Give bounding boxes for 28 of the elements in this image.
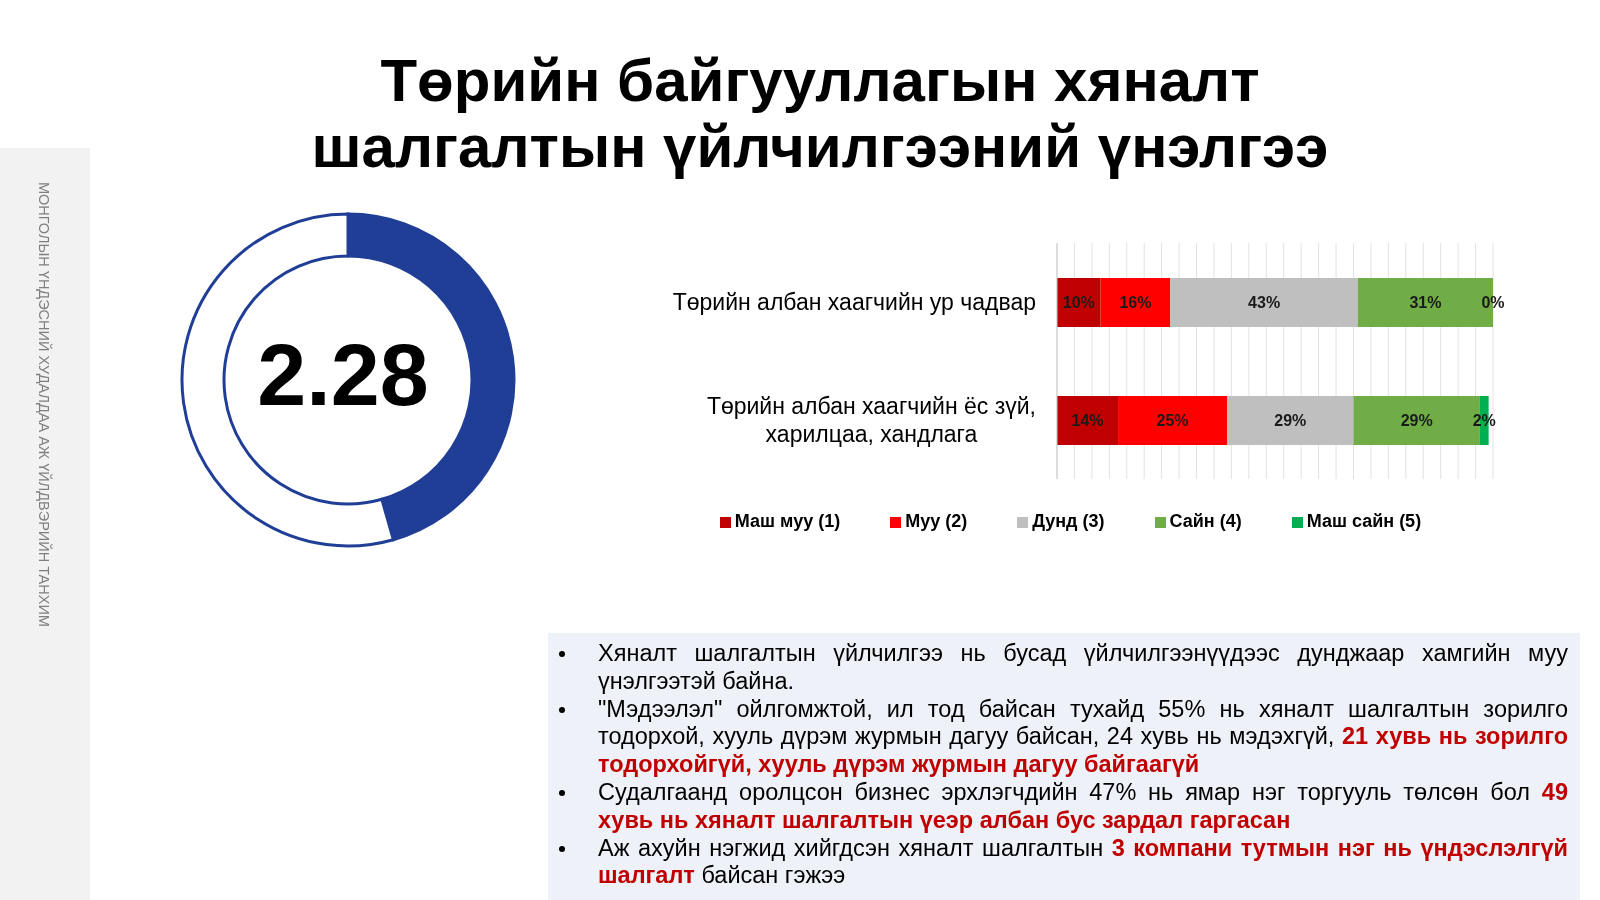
bar xyxy=(1170,278,1358,327)
data-label: 29% xyxy=(1274,412,1307,429)
data-label: 14% xyxy=(1071,412,1104,429)
y-tick-label: Төрийн албан хаагчийн ёс зүй, харилцаа, хандлага xyxy=(706,393,1036,447)
bar xyxy=(1118,396,1228,445)
bar xyxy=(1100,278,1171,327)
text: МОНГОЛЫН ҮНДЭСНИЙ ХУДАЛДАА АЖ ҮЙЛДВЭРИЙН ТАНХИМ xyxy=(36,182,52,627)
legend-label: Маш сайн (5) xyxy=(1306,511,1422,531)
bar xyxy=(1057,396,1119,445)
text: байсан гэжээ xyxy=(701,862,846,889)
data-label: 2% xyxy=(1472,412,1496,429)
legend-label: Муу (2) xyxy=(905,511,968,531)
data-label: 43% xyxy=(1248,294,1281,311)
data-label: 29% xyxy=(1400,412,1433,429)
text: Аж ахуйн нэгжид хийгдсэн хяналт шалгалтын xyxy=(598,834,1104,861)
bar xyxy=(1227,396,1354,445)
text: Хяналт шалгалтын үйлчилгээ нь бусад үйлчилгээнүүдээс дунджаар хамгийн муу үнэлгээтэй байна. xyxy=(598,640,1568,694)
legend-label: Сайн (4) xyxy=(1169,511,1242,531)
text: Төрийн байгууллагын хяналт шалгалтын үйлчилгээний үнэлгээ xyxy=(311,47,1329,180)
data-label: 16% xyxy=(1119,294,1152,311)
text: Судалгаанд оролцсон бизнес эрхлэгчдийн 47% нь ямар нэг торгууль төлсөн бол xyxy=(598,778,1531,805)
legend-label: Маш муу (1) xyxy=(734,511,841,531)
data-label: 10% xyxy=(1062,294,1095,311)
text: 2.28 xyxy=(257,325,429,424)
y-tick-label: Төрийн албан хаагчийн ур чадвар xyxy=(672,289,1036,315)
data-label: 25% xyxy=(1156,412,1189,429)
data-label: 31% xyxy=(1409,294,1442,311)
legend-label: Дунд (3) xyxy=(1032,511,1105,531)
